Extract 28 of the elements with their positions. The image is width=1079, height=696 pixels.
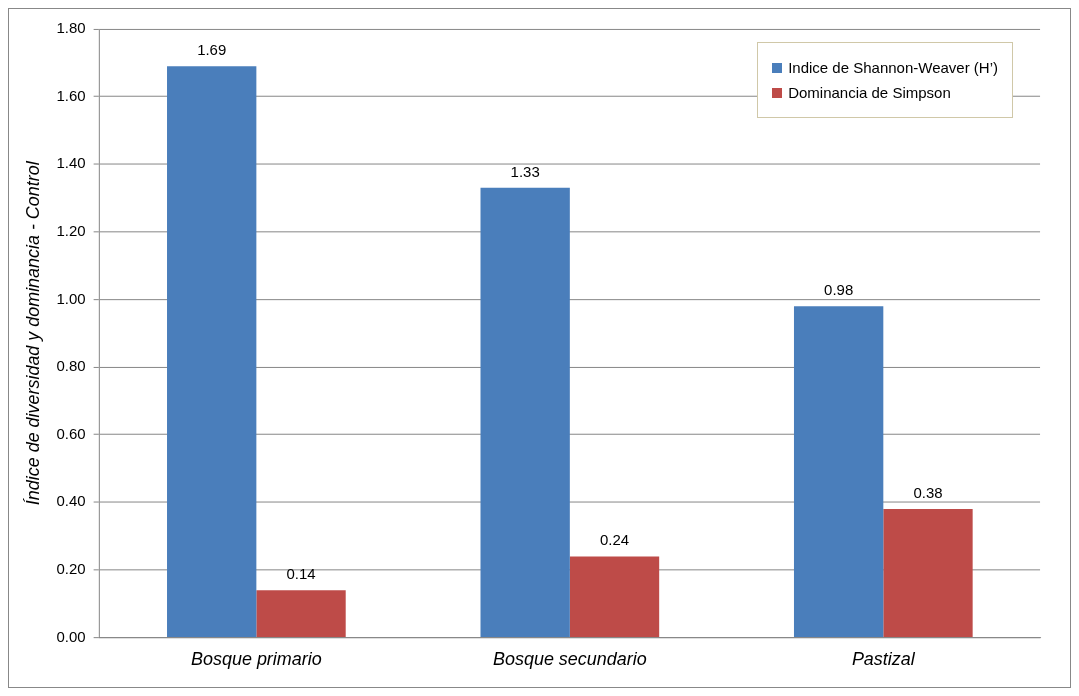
x-tick-label: Bosque secundario	[493, 649, 647, 670]
x-tick-label: Bosque primario	[191, 649, 322, 670]
y-tick-label: 0.00	[56, 627, 86, 645]
data-label: 0.38	[913, 483, 943, 501]
y-tick-label: 0.60	[56, 424, 86, 442]
y-tick-label: 0.20	[56, 560, 86, 578]
x-tick-label: Pastizal	[851, 649, 916, 670]
legend-label: Indice de Shannon-Weaver (H’)	[788, 59, 998, 76]
y-axis-title: Índice de diversidad y dominancia - Control	[22, 160, 43, 506]
bar	[793, 306, 884, 638]
bar	[256, 590, 346, 638]
bar	[480, 187, 570, 638]
y-tick-label: 1.80	[56, 19, 86, 37]
bar	[883, 509, 973, 638]
bar	[167, 66, 257, 638]
data-label: 0.98	[824, 280, 854, 298]
y-tick-label: 1.60	[56, 86, 86, 104]
y-tick-label: 1.40	[56, 154, 86, 172]
y-tick-label: 0.80	[56, 357, 86, 375]
bar	[569, 556, 660, 638]
legend-label: Dominancia de Simpson	[788, 84, 951, 101]
data-label: 0.14	[286, 564, 316, 582]
data-label: 1.69	[197, 40, 227, 58]
y-tick-label: 0.40	[56, 492, 86, 510]
y-tick-label: 1.20	[56, 221, 86, 239]
data-label: 0.24	[599, 531, 630, 549]
y-tick-label: 1.00	[56, 289, 86, 307]
data-label: 1.33	[510, 162, 540, 180]
